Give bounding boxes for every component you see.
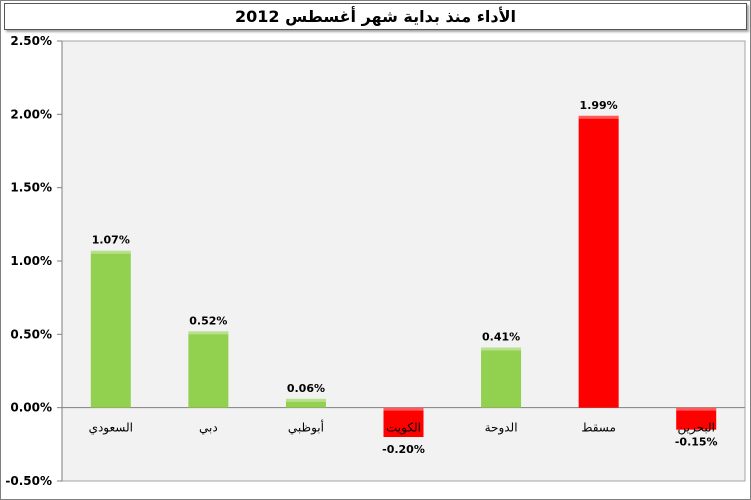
bar-highlight [90,250,131,254]
category-label: دبي [199,421,218,435]
chart-title: الأداء منذ بداية شهر أغسطس 2012 [4,3,747,30]
data-label: 0.41% [482,331,520,344]
category-label: أبوظبي [288,420,324,436]
y-tick-label: 0.50% [10,327,52,341]
data-label: 1.07% [92,234,130,247]
data-label: 0.06% [287,382,325,395]
data-label: 0.52% [189,314,227,327]
category-label: البحرين [677,421,714,436]
category-label: السعودي [89,421,133,436]
bar-highlight [578,115,619,119]
data-label: 1.99% [580,99,618,112]
bar [90,250,131,408]
y-tick-label: 2.00% [10,107,52,121]
bar [481,347,522,408]
bar [676,407,717,430]
y-tick-label: 1.00% [10,254,52,268]
bar [383,407,424,437]
bar [188,331,229,408]
bar-highlight [383,407,424,411]
y-tick-label: 2.50% [10,34,52,48]
bar-highlight [188,331,229,335]
data-label: -0.20% [382,443,425,456]
chart-title-text: الأداء منذ بداية شهر أغسطس 2012 [235,7,516,26]
data-label: -0.15% [675,436,718,449]
y-tick-label: 0.00% [10,401,52,415]
bar [578,115,619,408]
bar-highlight [285,398,326,402]
category-label: مسقط [581,421,616,435]
y-tick-label: 1.50% [10,181,52,195]
category-label: الدوحة [485,421,518,436]
category-label: الكويت [386,421,421,436]
y-tick-label: -0.50% [5,474,52,488]
bar-highlight [676,407,717,411]
bar-highlight [481,347,522,351]
bar [285,398,326,408]
